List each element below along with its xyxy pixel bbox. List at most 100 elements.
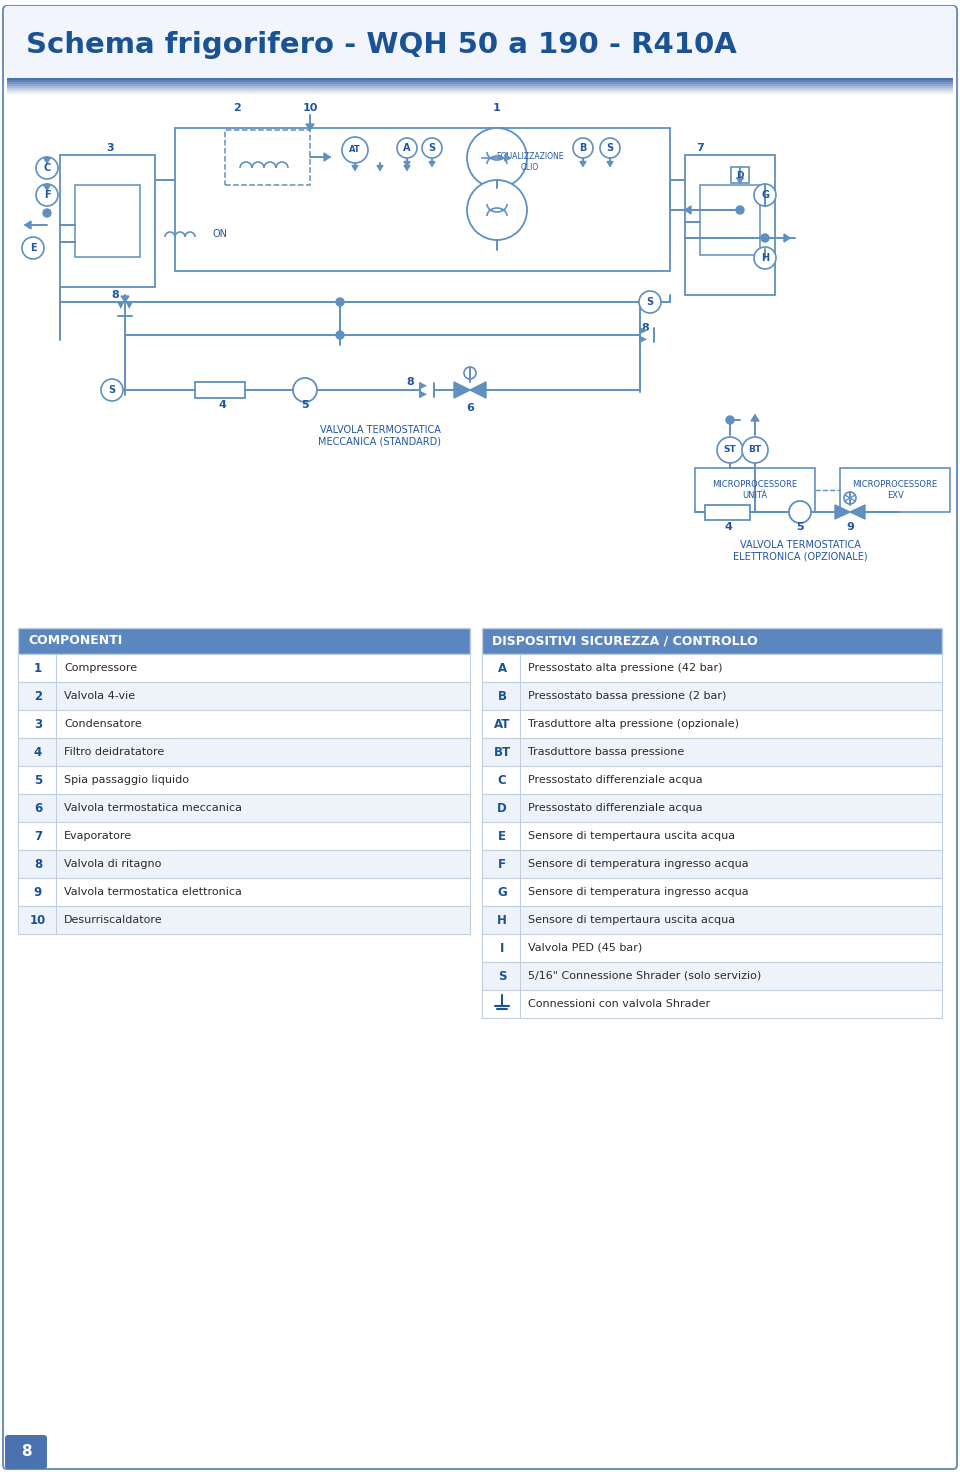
Circle shape xyxy=(844,493,856,504)
Text: VALVOLA TERMOSTATICA
MECCANICA (STANDARD): VALVOLA TERMOSTATICA MECCANICA (STANDARD… xyxy=(319,425,442,447)
Polygon shape xyxy=(25,221,31,229)
Bar xyxy=(7,80,953,83)
Polygon shape xyxy=(454,382,470,398)
Circle shape xyxy=(342,137,368,164)
Text: 2: 2 xyxy=(233,103,241,114)
Polygon shape xyxy=(43,158,51,164)
Bar xyxy=(175,128,670,271)
Polygon shape xyxy=(640,327,654,342)
Polygon shape xyxy=(121,296,129,302)
Polygon shape xyxy=(470,382,486,398)
Text: E: E xyxy=(30,243,36,254)
Text: 5: 5 xyxy=(796,522,804,532)
Bar xyxy=(482,766,942,794)
Circle shape xyxy=(742,437,768,463)
Bar xyxy=(18,794,470,822)
Text: 8: 8 xyxy=(34,857,42,870)
Text: Evaporatore: Evaporatore xyxy=(64,830,132,841)
Text: EQUALIZZAZIONE
OLIO: EQUALIZZAZIONE OLIO xyxy=(496,152,564,171)
Text: Desurriscaldatore: Desurriscaldatore xyxy=(64,914,162,925)
Text: COMPONENTI: COMPONENTI xyxy=(28,634,122,648)
Polygon shape xyxy=(43,184,51,190)
Text: 9: 9 xyxy=(34,885,42,898)
Bar xyxy=(18,906,470,934)
Text: H: H xyxy=(497,913,507,926)
Text: 1: 1 xyxy=(34,661,42,674)
Text: H: H xyxy=(761,254,769,263)
Circle shape xyxy=(464,367,476,379)
Text: Pressostato differenziale acqua: Pressostato differenziale acqua xyxy=(528,774,703,785)
Polygon shape xyxy=(404,161,410,167)
Text: Condensatore: Condensatore xyxy=(64,718,142,729)
Bar xyxy=(7,91,953,94)
Text: 4: 4 xyxy=(724,522,732,532)
Text: 5: 5 xyxy=(34,773,42,786)
Polygon shape xyxy=(835,504,850,519)
Text: VALVOLA TERMOSTATICA
ELETTRONICA (OPZIONALE): VALVOLA TERMOSTATICA ELETTRONICA (OPZION… xyxy=(732,540,867,562)
Text: B: B xyxy=(579,143,587,153)
Bar xyxy=(482,709,942,738)
Text: ON: ON xyxy=(212,229,228,239)
FancyBboxPatch shape xyxy=(3,6,957,1469)
Bar xyxy=(482,628,942,653)
Bar xyxy=(225,130,310,184)
Polygon shape xyxy=(420,386,426,394)
Bar xyxy=(840,468,950,512)
Text: Trasduttore bassa pressione: Trasduttore bassa pressione xyxy=(528,746,684,757)
Text: D: D xyxy=(736,171,744,180)
Text: B: B xyxy=(497,689,507,702)
Polygon shape xyxy=(118,302,132,316)
Polygon shape xyxy=(352,165,358,170)
Text: 7: 7 xyxy=(34,829,42,842)
Text: Sensore di temperatura ingresso acqua: Sensore di temperatura ingresso acqua xyxy=(528,858,749,869)
Bar xyxy=(18,709,470,738)
Text: 8: 8 xyxy=(406,378,414,386)
Bar xyxy=(482,681,942,709)
Circle shape xyxy=(600,139,620,158)
Text: Sensore di temperatura ingresso acqua: Sensore di temperatura ingresso acqua xyxy=(528,886,749,897)
Text: DISPOSITIVI SICUREZZA / CONTROLLO: DISPOSITIVI SICUREZZA / CONTROLLO xyxy=(492,634,757,648)
Circle shape xyxy=(717,437,743,463)
Polygon shape xyxy=(736,178,743,183)
Text: 7: 7 xyxy=(696,143,704,153)
Text: S: S xyxy=(108,385,115,395)
FancyBboxPatch shape xyxy=(5,1435,47,1469)
Text: Valvola termostatica elettronica: Valvola termostatica elettronica xyxy=(64,886,242,897)
Text: A: A xyxy=(403,143,411,153)
Circle shape xyxy=(754,246,776,268)
Bar xyxy=(482,934,942,962)
Bar xyxy=(482,738,942,766)
Polygon shape xyxy=(751,414,759,420)
Text: I: I xyxy=(500,941,504,954)
Circle shape xyxy=(573,139,593,158)
Text: Valvola di ritagno: Valvola di ritagno xyxy=(64,858,161,869)
Polygon shape xyxy=(685,207,691,214)
Polygon shape xyxy=(404,165,410,170)
Text: AT: AT xyxy=(349,146,361,155)
Polygon shape xyxy=(580,161,586,167)
Bar xyxy=(482,990,942,1018)
Polygon shape xyxy=(420,384,434,397)
Bar xyxy=(18,653,470,681)
Text: Sensore di tempertaura uscita acqua: Sensore di tempertaura uscita acqua xyxy=(528,830,735,841)
Text: AT: AT xyxy=(493,717,510,730)
Bar xyxy=(18,822,470,850)
Text: Trasduttore alta pressione (opzionale): Trasduttore alta pressione (opzionale) xyxy=(528,718,739,729)
Circle shape xyxy=(336,330,344,339)
Text: S: S xyxy=(646,296,654,307)
Text: G: G xyxy=(761,190,769,201)
Text: G: G xyxy=(497,885,507,898)
Polygon shape xyxy=(420,384,434,397)
Text: 5: 5 xyxy=(301,400,309,410)
Polygon shape xyxy=(118,302,132,316)
Text: 3: 3 xyxy=(107,143,114,153)
Polygon shape xyxy=(324,153,330,161)
Circle shape xyxy=(293,378,317,403)
Circle shape xyxy=(101,379,123,401)
Polygon shape xyxy=(607,161,613,167)
Bar xyxy=(482,906,942,934)
Bar xyxy=(60,155,155,288)
Circle shape xyxy=(43,209,51,217)
Bar xyxy=(482,878,942,906)
Circle shape xyxy=(422,139,442,158)
